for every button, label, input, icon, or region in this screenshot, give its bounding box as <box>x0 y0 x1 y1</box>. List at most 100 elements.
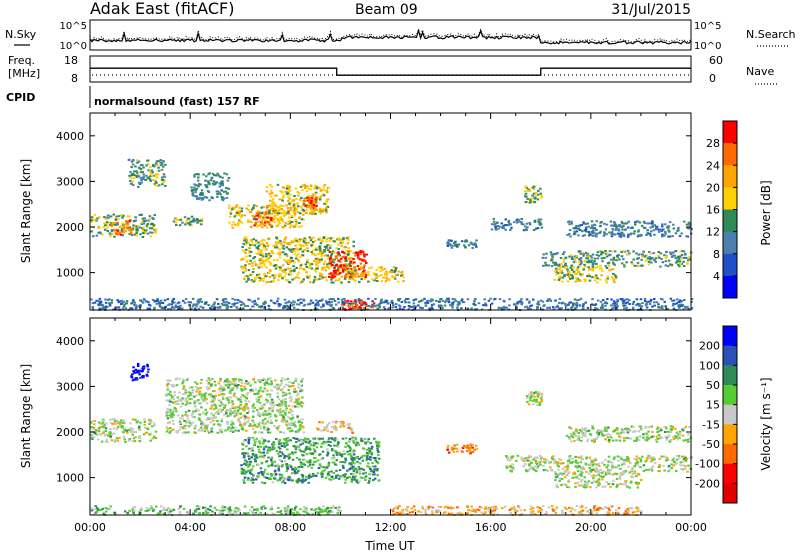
power-cell <box>533 220 537 223</box>
power-cell <box>310 204 314 207</box>
velocity-cell <box>179 417 182 420</box>
velocity-cell <box>287 389 290 391</box>
power-cell <box>142 301 145 304</box>
power-cell <box>501 226 504 229</box>
power-cell <box>93 301 97 304</box>
power-cell <box>687 227 691 229</box>
velocity-cell <box>355 469 359 472</box>
power-cell <box>554 253 557 256</box>
power-cell <box>317 238 320 241</box>
power-cell <box>571 269 574 271</box>
velocity-cell <box>229 407 232 410</box>
velocity-cell <box>300 401 303 404</box>
power-cell <box>347 247 350 250</box>
power-cell <box>262 223 265 226</box>
power-cell <box>646 232 649 235</box>
power-cell <box>267 221 271 224</box>
velocity-cell <box>203 397 207 400</box>
power-cell <box>346 242 350 245</box>
power-cell <box>584 278 587 281</box>
power-cell <box>300 238 303 241</box>
power-cell <box>265 253 268 256</box>
power-cell <box>564 257 567 260</box>
power-cell <box>115 308 118 310</box>
power-cell <box>367 308 370 311</box>
power-cell <box>243 214 246 217</box>
power-cell <box>304 187 307 189</box>
power-cell <box>323 249 326 251</box>
power-cell <box>463 244 466 247</box>
power-cell <box>386 302 390 305</box>
velocity-cell <box>174 400 177 403</box>
velocity-cell <box>253 392 256 395</box>
power-cell <box>435 299 438 302</box>
power-cell <box>213 183 217 186</box>
power-cell <box>529 201 532 204</box>
velocity-cell <box>350 477 354 480</box>
power-cell <box>281 264 285 267</box>
power-cell <box>309 211 312 214</box>
power-cell <box>583 263 586 266</box>
velocity-cell <box>249 479 253 482</box>
power-cell <box>352 258 355 260</box>
power-cell <box>320 273 324 276</box>
velocity-cell <box>257 398 261 401</box>
power-cell <box>684 306 687 309</box>
velocity-cell <box>249 390 253 393</box>
power-cell <box>552 308 556 311</box>
velocity-cell <box>294 448 298 451</box>
power-cell <box>360 304 363 306</box>
velocity-cell <box>314 442 317 445</box>
power-cell <box>312 236 315 239</box>
power-cell <box>613 274 617 277</box>
velocity-cell <box>223 388 226 391</box>
power-cell <box>363 269 366 272</box>
power-cell <box>289 201 292 204</box>
power-cell <box>613 233 617 236</box>
power-cell <box>412 306 415 309</box>
power-cell <box>591 298 594 301</box>
power-cell <box>573 259 577 261</box>
power-cell <box>132 224 135 227</box>
power-cell <box>540 194 543 197</box>
power-cell <box>360 278 363 281</box>
velocity-cell <box>304 447 308 450</box>
velocity-cell <box>93 432 96 435</box>
power-cell <box>624 228 627 231</box>
power-cell <box>283 212 286 215</box>
power-cell <box>510 226 513 229</box>
velocity-cell <box>182 380 185 383</box>
power-cell <box>525 228 528 231</box>
power-cell <box>361 275 364 277</box>
power-colorbar-tick-label: 4 <box>713 270 720 283</box>
power-cell <box>661 233 664 236</box>
power-cell <box>665 255 668 258</box>
velocity-cell <box>191 412 194 415</box>
power-cell <box>278 222 281 225</box>
power-cell <box>95 234 99 237</box>
velocity-cell <box>225 412 228 415</box>
velocity-cell <box>187 395 190 397</box>
velocity-cell <box>281 453 285 456</box>
velocity-cell <box>364 475 368 478</box>
velocity-cell <box>286 377 290 380</box>
power-cell <box>644 226 647 229</box>
power-cell <box>505 224 508 227</box>
power-cell <box>281 226 285 229</box>
velocity-cell <box>201 428 205 431</box>
power-cell <box>260 256 264 259</box>
power-cell <box>576 277 579 280</box>
velocity-cell <box>368 450 371 453</box>
power-cell <box>142 178 145 181</box>
velocity-cell <box>321 450 325 453</box>
power-cell <box>352 278 356 281</box>
power-cell <box>171 300 174 303</box>
power-cell <box>311 301 315 304</box>
power-cell <box>135 227 138 230</box>
power-cell <box>103 222 106 225</box>
power-cell <box>402 308 405 311</box>
velocity-cell <box>165 384 169 387</box>
velocity-cell <box>257 412 261 415</box>
velocity-cell <box>284 405 288 407</box>
power-cell <box>456 301 460 303</box>
